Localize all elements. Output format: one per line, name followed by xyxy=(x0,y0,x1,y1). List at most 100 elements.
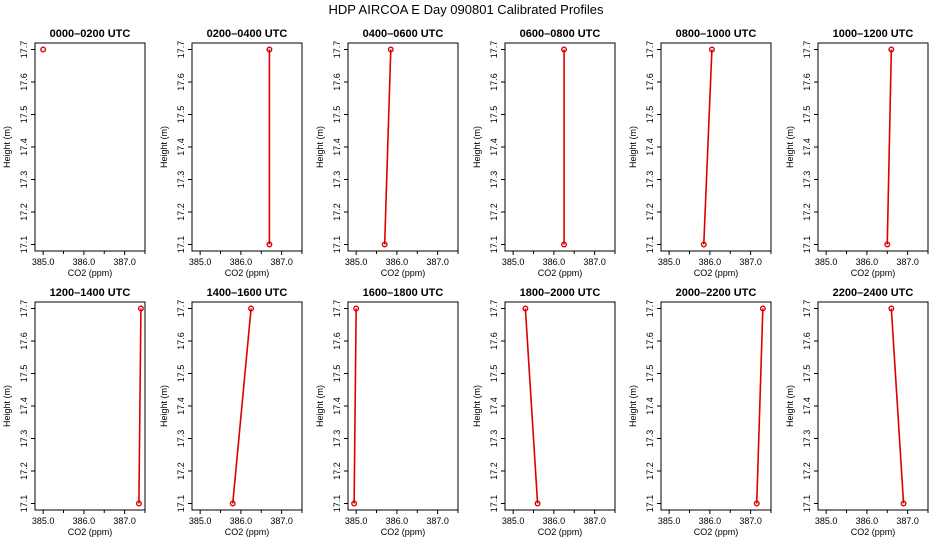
data-point xyxy=(884,241,891,248)
y-tick-label: 17.4 xyxy=(332,397,342,415)
y-tick-label: 17.7 xyxy=(802,300,812,318)
y-tick-label: 17.6 xyxy=(19,332,29,350)
y-tick-label: 17.2 xyxy=(489,203,499,221)
profile-line xyxy=(524,308,539,504)
y-tick-label: 17.5 xyxy=(176,106,186,124)
profile-line xyxy=(755,308,764,504)
y-tick-label: 17.7 xyxy=(332,41,342,59)
y-tick-label: 17.5 xyxy=(645,106,655,124)
y-axis-label: Height (m) xyxy=(628,126,638,168)
plot-frame xyxy=(504,301,616,511)
y-tick-label: 17.5 xyxy=(332,365,342,383)
y-tick-label: 17.2 xyxy=(802,462,812,480)
y-tick-label: 17.3 xyxy=(645,430,655,448)
x-tick-label: 386.0 xyxy=(856,257,879,267)
y-tick-label: 17.7 xyxy=(176,300,186,318)
plot-frame xyxy=(817,42,929,252)
y-axis-label: Height (m) xyxy=(2,126,12,168)
data-point xyxy=(900,500,907,507)
panel-title: 1600–1800 UTC xyxy=(363,287,444,299)
y-tick-label: 17.1 xyxy=(489,495,499,513)
y-tick-label: 17.3 xyxy=(176,430,186,448)
y-tick-label: 17.4 xyxy=(176,397,186,415)
y-tick-label: 17.2 xyxy=(645,462,655,480)
y-tick-label: 17.6 xyxy=(802,73,812,91)
y-tick-label: 17.4 xyxy=(332,138,342,156)
profile-line xyxy=(138,308,142,504)
x-tick-label: 387.0 xyxy=(113,257,136,267)
profile-line xyxy=(353,308,357,504)
y-tick-label: 17.3 xyxy=(645,171,655,189)
y-axis-label: Height (m) xyxy=(785,126,795,168)
plot-frame xyxy=(34,42,146,252)
x-tick-label: 385.0 xyxy=(32,257,55,267)
data-point xyxy=(40,46,47,53)
y-tick-label: 17.1 xyxy=(802,236,812,254)
panel-title: 1200–1400 UTC xyxy=(50,287,131,299)
y-axis-label: Height (m) xyxy=(315,126,325,168)
y-tick-label: 17.1 xyxy=(332,236,342,254)
y-axis-label: Height (m) xyxy=(2,385,12,427)
panel-title: 1400–1600 UTC xyxy=(207,287,288,299)
y-tick-label: 17.1 xyxy=(802,495,812,513)
y-tick-label: 17.6 xyxy=(19,73,29,91)
y-tick-label: 17.1 xyxy=(176,236,186,254)
y-tick-label: 17.2 xyxy=(802,203,812,221)
x-tick-label: 385.0 xyxy=(815,516,838,526)
y-tick-label: 17.6 xyxy=(489,73,499,91)
y-tick-label: 17.1 xyxy=(489,236,499,254)
x-tick-label: 385.0 xyxy=(658,516,681,526)
panel-title: 0600–0800 UTC xyxy=(520,28,601,40)
x-tick-label: 387.0 xyxy=(113,516,136,526)
y-tick-label: 17.4 xyxy=(645,138,655,156)
x-axis-label: CO2 (ppm) xyxy=(538,268,583,278)
x-axis-label: CO2 (ppm) xyxy=(381,527,426,537)
x-tick-label: 387.0 xyxy=(426,257,449,267)
data-point xyxy=(700,241,707,248)
y-tick-label: 17.4 xyxy=(19,138,29,156)
panel-title: 1000–1200 UTC xyxy=(833,28,914,40)
data-point xyxy=(753,500,760,507)
x-tick-label: 386.0 xyxy=(73,257,96,267)
x-axis-label: CO2 (ppm) xyxy=(851,268,896,278)
y-tick-label: 17.2 xyxy=(645,203,655,221)
data-point xyxy=(266,46,273,53)
data-point xyxy=(387,46,394,53)
y-tick-label: 17.1 xyxy=(176,495,186,513)
y-tick-label: 17.6 xyxy=(645,332,655,350)
y-axis-label: Height (m) xyxy=(472,126,482,168)
profile-line xyxy=(702,49,713,245)
y-tick-label: 17.6 xyxy=(802,332,812,350)
y-tick-label: 17.3 xyxy=(176,171,186,189)
x-tick-label: 386.0 xyxy=(230,516,253,526)
data-point xyxy=(351,500,358,507)
data-point xyxy=(534,500,541,507)
y-tick-label: 17.4 xyxy=(489,138,499,156)
x-tick-label: 386.0 xyxy=(386,257,409,267)
x-tick-label: 385.0 xyxy=(189,257,212,267)
y-tick-label: 17.2 xyxy=(176,203,186,221)
data-point xyxy=(888,46,895,53)
panel-title: 0400–0600 UTC xyxy=(363,28,444,40)
y-tick-label: 17.4 xyxy=(645,397,655,415)
y-axis-label: Height (m) xyxy=(315,385,325,427)
x-tick-label: 386.0 xyxy=(386,516,409,526)
x-tick-label: 386.0 xyxy=(856,516,879,526)
data-point xyxy=(561,241,568,248)
y-tick-label: 17.5 xyxy=(489,106,499,124)
x-tick-label: 387.0 xyxy=(426,516,449,526)
profile-line xyxy=(886,49,893,245)
y-tick-label: 17.1 xyxy=(19,495,29,513)
x-tick-label: 386.0 xyxy=(543,516,566,526)
y-tick-label: 17.3 xyxy=(332,171,342,189)
y-tick-label: 17.7 xyxy=(19,41,29,59)
x-tick-label: 385.0 xyxy=(189,516,212,526)
